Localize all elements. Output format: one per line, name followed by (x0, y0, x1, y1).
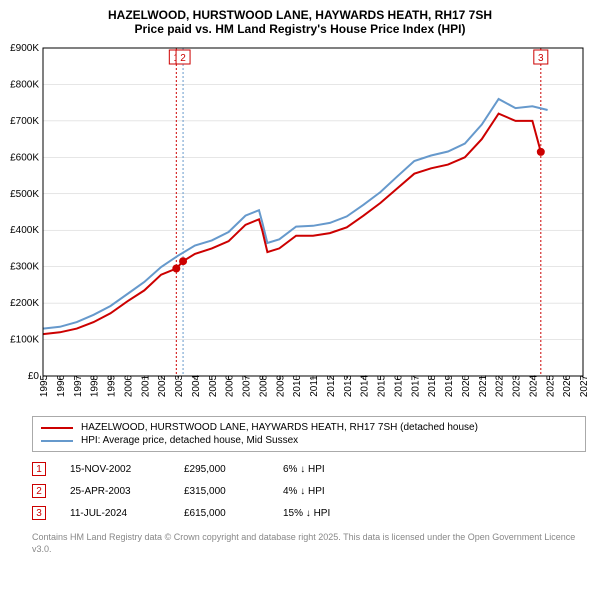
chart-title-line1: HAZELWOOD, HURSTWOOD LANE, HAYWARDS HEAT… (10, 8, 590, 22)
x-tick-label: 2000 (123, 374, 134, 397)
sale-delta: 6% ↓ HPI (283, 464, 373, 475)
sale-date: 15-NOV-2002 (70, 464, 160, 475)
y-tick-label: £400K (10, 225, 39, 236)
plot-background (43, 48, 583, 376)
x-tick-label: 2001 (140, 374, 151, 397)
x-tick-label: 1998 (90, 374, 101, 397)
sale-delta: 4% ↓ HPI (283, 486, 373, 497)
x-tick-label: 2019 (444, 374, 455, 397)
x-tick-label: 2015 (377, 374, 388, 397)
x-tick-label: 2002 (157, 374, 168, 397)
marker-number: 3 (538, 53, 544, 64)
sale-row: 2 25-APR-2003 £315,000 4% ↓ HPI (32, 480, 586, 502)
sale-marker-box: 1 (32, 462, 46, 476)
sales-table: 1 15-NOV-2002 £295,000 6% ↓ HPI 2 25-APR-2003… (32, 458, 586, 524)
sale-price: £615,000 (184, 508, 259, 519)
x-tick-label: 2003 (174, 374, 185, 397)
y-tick-label: £300K (10, 262, 39, 273)
x-tick-label: 2018 (427, 374, 438, 397)
sale-date: 25-APR-2003 (70, 486, 160, 497)
x-tick-label: 2005 (208, 374, 219, 397)
x-tick-label: 2012 (326, 374, 337, 397)
sale-marker-box: 2 (32, 484, 46, 498)
legend-label: HAZELWOOD, HURSTWOOD LANE, HAYWARDS HEAT… (81, 422, 478, 433)
footnote-text: Contains HM Land Registry data © Crown c… (32, 532, 586, 555)
sale-delta: 15% ↓ HPI (283, 508, 373, 519)
sale-marker-box: 3 (32, 506, 46, 520)
x-tick-label: 2013 (343, 374, 354, 397)
x-tick-label: 2009 (275, 374, 286, 397)
y-tick-label: £900K (10, 43, 39, 54)
x-tick-label: 2004 (191, 374, 202, 397)
x-tick-label: 2026 (562, 374, 573, 397)
sale-point (172, 264, 180, 272)
chart-svg: £0 £100K £200K £300K £400K £500K £600K £700K £80… (5, 42, 595, 412)
legend-label: HPI: Average price, detached house, Mid … (81, 435, 298, 446)
x-tick-label: 2020 (461, 374, 472, 397)
x-tick-label: 2008 (258, 374, 269, 397)
sale-row: 3 11-JUL-2024 £615,000 15% ↓ HPI (32, 502, 586, 524)
y-tick-label: £700K (10, 116, 39, 127)
y-tick-label: £100K (10, 335, 39, 346)
x-tick-label: 2021 (478, 374, 489, 397)
legend-row: HAZELWOOD, HURSTWOOD LANE, HAYWARDS HEAT… (41, 421, 577, 434)
x-tick-label: 2006 (225, 374, 236, 397)
y-tick-label: £800K (10, 79, 39, 90)
x-tick-label: 2017 (410, 374, 421, 397)
sale-date: 11-JUL-2024 (70, 508, 160, 519)
x-tick-label: 2010 (292, 374, 303, 397)
legend-swatch (41, 440, 73, 442)
y-tick-label: £0 (28, 371, 40, 382)
legend-row: HPI: Average price, detached house, Mid … (41, 434, 577, 447)
sale-price: £295,000 (184, 464, 259, 475)
x-tick-label: 1997 (73, 374, 84, 397)
y-tick-label: £600K (10, 152, 39, 163)
y-tick-label: £500K (10, 189, 39, 200)
x-tick-label: 2022 (495, 374, 506, 397)
x-tick-label: 2024 (528, 374, 539, 397)
legend-swatch (41, 427, 73, 429)
marker-number: 2 (180, 53, 186, 64)
x-tick-label: 1995 (39, 374, 50, 397)
sale-price: £315,000 (184, 486, 259, 497)
chart-title-line2: Price paid vs. HM Land Registry's House … (10, 22, 590, 36)
x-tick-label: 1999 (107, 374, 118, 397)
y-tick-label: £200K (10, 298, 39, 309)
x-tick-label: 1996 (56, 374, 67, 397)
x-tick-label: 2007 (242, 374, 253, 397)
x-tick-label: 2027 (579, 374, 590, 397)
x-tick-label: 2016 (393, 374, 404, 397)
chart-legend: HAZELWOOD, HURSTWOOD LANE, HAYWARDS HEAT… (32, 416, 586, 452)
sale-row: 1 15-NOV-2002 £295,000 6% ↓ HPI (32, 458, 586, 480)
x-tick-label: 2023 (512, 374, 523, 397)
x-tick-label: 2011 (309, 375, 320, 397)
sale-point (537, 148, 545, 156)
chart-plot-area: £0 £100K £200K £300K £400K £500K £600K £700K £80… (5, 42, 595, 412)
sale-point (179, 257, 187, 265)
x-tick-label: 2014 (360, 374, 371, 397)
x-tick-label: 2025 (545, 374, 556, 397)
